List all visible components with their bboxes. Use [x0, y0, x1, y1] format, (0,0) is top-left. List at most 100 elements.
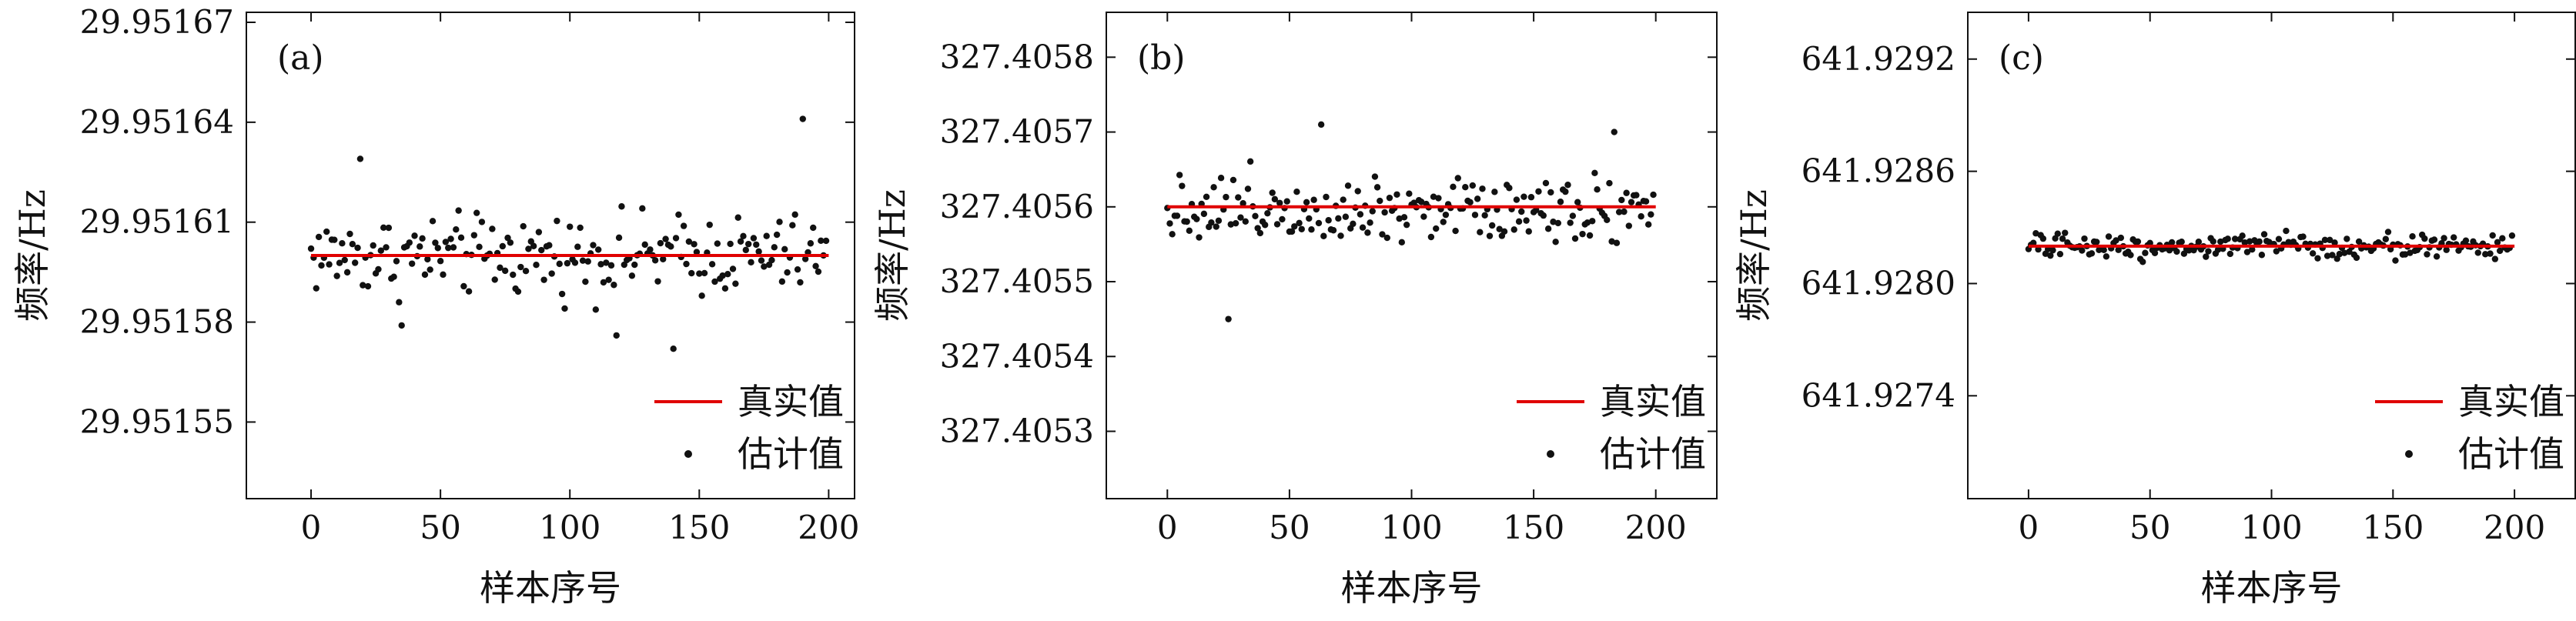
estimate-point: [1271, 195, 1279, 203]
estimate-point: [1200, 210, 1208, 218]
estimate-point: [784, 269, 791, 276]
estimate-point: [1196, 234, 1203, 241]
estimate-point: [2489, 232, 2496, 239]
estimate-point: [810, 224, 817, 232]
estimate-point: [2382, 235, 2390, 242]
estimate-point: [2343, 235, 2350, 242]
estimate-point: [742, 246, 750, 254]
estimate-point: [2474, 249, 2481, 256]
estimate-point: [510, 271, 517, 279]
estimate-point: [1586, 232, 1594, 239]
estimate-point: [1252, 212, 1259, 220]
estimate-point: [1611, 129, 1618, 135]
estimate-point: [364, 282, 372, 290]
estimate-point: [1479, 185, 1486, 192]
estimate-point: [771, 244, 778, 251]
y-tick-label: 29.95161: [80, 203, 234, 241]
estimate-point: [470, 232, 478, 239]
estimate-point: [564, 259, 571, 267]
estimate-point: [447, 235, 454, 242]
estimate-point: [1306, 215, 1313, 222]
estimate-point: [1393, 191, 1400, 198]
estimate-point: [618, 203, 625, 210]
estimate-point: [696, 270, 703, 277]
estimate-point: [1244, 185, 1252, 192]
estimate-point: [2494, 239, 2501, 245]
estimate-point: [1179, 182, 1186, 189]
estimate-point: [1186, 227, 1193, 235]
estimate-point: [421, 271, 429, 279]
estimate-point: [318, 262, 325, 269]
estimate-point: [1564, 182, 1571, 189]
estimate-point: [434, 245, 441, 252]
y-tick-label: 327.4056: [940, 188, 1094, 225]
estimate-point: [514, 288, 522, 295]
x-tick-label: 0: [301, 509, 322, 546]
estimate-point: [2081, 235, 2088, 242]
estimate-point: [2205, 248, 2212, 255]
estimate-point: [383, 244, 390, 251]
estimate-point: [1235, 194, 1242, 201]
x-tick-label: 0: [2019, 509, 2039, 546]
estimate-point: [1396, 215, 1403, 222]
estimate-point: [2424, 251, 2430, 258]
estimate-point: [582, 278, 589, 285]
estimate-point: [377, 247, 385, 254]
estimate-point: [1547, 189, 1554, 196]
estimate-point: [2499, 235, 2506, 242]
estimate-point: [465, 288, 473, 295]
estimate-point: [406, 239, 413, 246]
estimate-point: [1210, 184, 1217, 191]
estimate-point: [1288, 228, 1296, 235]
x-tick-label: 100: [1380, 509, 1442, 546]
estimate-point: [1283, 198, 1290, 205]
legend-est-label: 估计值: [2458, 433, 2564, 475]
estimate-point: [1518, 208, 1525, 215]
estimate-point: [356, 155, 364, 162]
estimate-point: [1403, 221, 1410, 229]
estimate-point: [1246, 158, 1254, 165]
estimate-point: [1625, 222, 1633, 229]
estimate-point: [1320, 232, 1327, 239]
estimate-point: [478, 219, 486, 225]
estimate-point: [1569, 212, 1577, 219]
x-tick-label: 150: [1503, 509, 1564, 546]
estimate-point: [2059, 235, 2066, 242]
estimate-point: [2309, 250, 2317, 257]
estimate-point: [2300, 233, 2307, 240]
estimate-point: [2482, 251, 2489, 258]
estimate-point: [799, 115, 806, 122]
estimate-point: [1344, 182, 1352, 189]
estimate-point: [507, 239, 514, 246]
estimate-point: [797, 279, 804, 286]
estimate-point: [1254, 225, 1261, 232]
estimate-point: [748, 259, 754, 266]
estimate-point: [1540, 212, 1547, 219]
legend-est-label: 估计值: [1600, 433, 1706, 475]
estimate-point: [2321, 236, 2329, 244]
estimate-point: [1323, 193, 1330, 201]
x-tick-label: 200: [798, 509, 859, 546]
estimate-point: [323, 228, 330, 235]
estimate-point: [2142, 249, 2149, 256]
estimate-point: [1227, 221, 1234, 228]
estimate-point: [417, 243, 423, 250]
estimate-point: [729, 265, 737, 272]
estimate-point: [1208, 219, 1215, 226]
estimate-point: [1367, 219, 1373, 226]
y-tick-label: 641.9280: [1802, 264, 1955, 302]
legend-est-swatch: [1547, 450, 1554, 458]
estimate-point: [758, 257, 765, 264]
estimate-point: [351, 259, 359, 266]
estimate-point: [2323, 252, 2331, 259]
estimate-point: [1325, 217, 1332, 224]
estimate-point: [1574, 199, 1581, 205]
y-tick-label: 327.4053: [940, 412, 1094, 449]
estimate-point: [2329, 252, 2336, 259]
estimate-point: [1427, 233, 1435, 241]
estimate-point: [2226, 250, 2234, 258]
estimate-point: [615, 234, 623, 242]
estimate-point: [1273, 221, 1281, 228]
estimate-point: [1648, 211, 1654, 218]
estimate-point: [1369, 208, 1376, 215]
